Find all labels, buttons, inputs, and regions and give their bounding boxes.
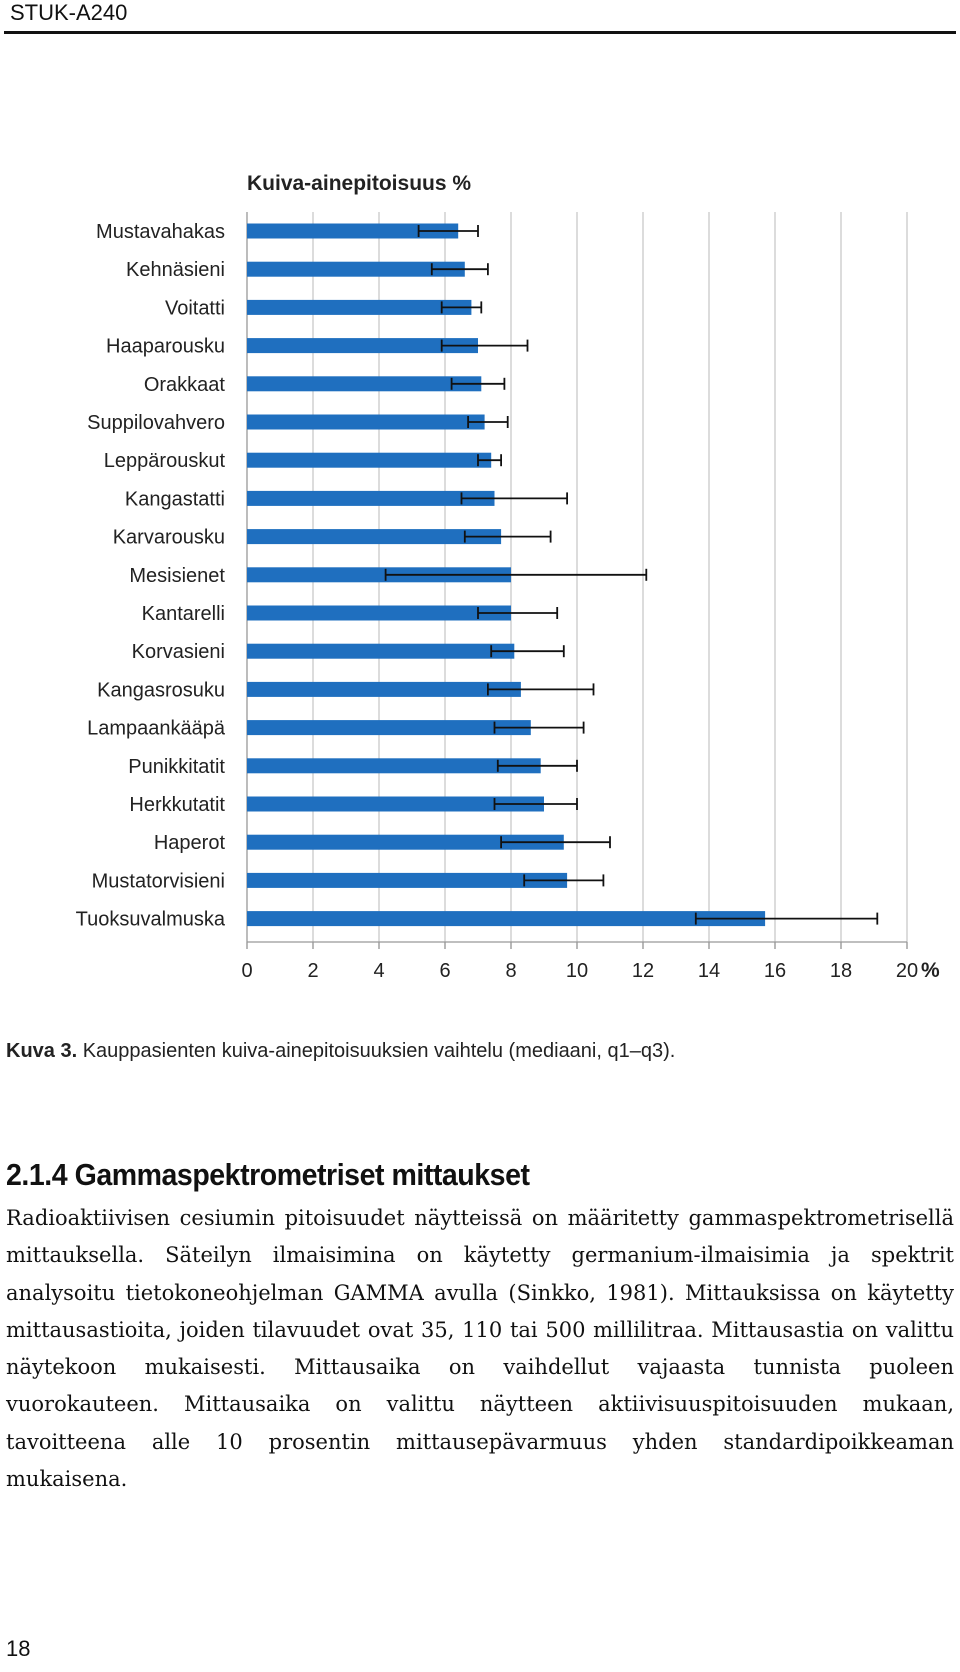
x-tick-label-6: 6 (439, 960, 450, 982)
figure-caption: Kuva 3. Kauppasienten kuiva-ainepitoisuu… (6, 1040, 675, 1063)
bar-mesisienet (247, 567, 511, 583)
category-label-lampaank-p-: Lampaankääpä (87, 718, 226, 740)
bar-kangasrosuku (247, 681, 521, 697)
x-tick-label-12: 12 (632, 960, 654, 982)
x-unit-label: % (921, 959, 940, 982)
dry-matter-bar-chart: Kuiva-ainepitoisuus % Mustavahakas Kehnäsi… (76, 172, 940, 982)
x-tick-label-16: 16 (764, 960, 786, 982)
bar-lepp-rouskut (247, 452, 492, 468)
page-number: 18 (6, 1636, 31, 1661)
category-label-suppilovahvero: Suppilovahvero (87, 412, 225, 434)
category-label-karvarousku: Karvarousku (113, 527, 225, 549)
bar-herkkutatit (247, 796, 544, 812)
caption-label: Kuva 3. (6, 1040, 78, 1062)
category-label-mesisienet: Mesisienet (129, 565, 225, 587)
bar-tuoksuvalmuska (247, 911, 766, 927)
category-label-mustavahakas: Mustavahakas (96, 221, 225, 243)
x-tick-label-2: 2 (307, 960, 318, 982)
bar-korvasieni (247, 643, 515, 659)
series-title: STUK-A240 (10, 0, 128, 25)
category-label-mustatorvisieni: Mustatorvisieni (92, 870, 225, 892)
bar-kehn-sieni (247, 261, 465, 277)
chart-title: Kuiva-ainepitoisuus % (247, 172, 471, 195)
category-label-kangasrosuku: Kangasrosuku (97, 679, 225, 701)
header-rule (4, 31, 956, 34)
x-tick-label-8: 8 (505, 960, 516, 982)
bar-mustavahakas (247, 223, 459, 239)
x-tick-label-0: 0 (241, 960, 252, 982)
x-tick-label-14: 14 (698, 960, 720, 982)
body-paragraph: Radioaktiivisen cesiumin pitoisuudet näy… (6, 1206, 954, 1492)
bar-punikkitatit (247, 758, 541, 774)
bar-kantarelli (247, 605, 511, 621)
category-label-tuoksuvalmuska: Tuoksuvalmuska (76, 909, 226, 931)
bar-haperot (247, 834, 564, 850)
x-tick-label-4: 4 (373, 960, 384, 982)
caption-text: Kauppasienten kuiva-ainepitoisuuksien va… (77, 1040, 676, 1062)
bar-haaparousku (247, 338, 478, 354)
category-label-kantarelli: Kantarelli (142, 603, 225, 625)
bar-lampaank-p- (247, 720, 531, 736)
category-label-kehn-sieni: Kehnäsieni (126, 259, 225, 281)
category-label-herkkutatit: Herkkutatit (129, 794, 225, 816)
category-label-punikkitatit: Punikkitatit (128, 756, 225, 778)
x-tick-label-20: 20 (896, 960, 918, 982)
bar-orakkaat (247, 376, 482, 392)
bar-suppilovahvero (247, 414, 485, 430)
category-label-haperot: Haperot (154, 832, 226, 854)
category-label-lepp-rouskut: Leppärouskut (104, 450, 226, 472)
bar-kangastatti (247, 490, 495, 506)
category-label-voitatti: Voitatti (165, 297, 225, 319)
bar-mustatorvisieni (247, 872, 568, 888)
page-header: STUK-A240 (4, 0, 956, 34)
x-tick-label-10: 10 (566, 960, 588, 982)
bar-voitatti (247, 299, 472, 315)
category-label-haaparousku: Haaparousku (106, 336, 225, 358)
category-label-korvasieni: Korvasieni (132, 641, 225, 663)
section-heading: 2.1.4 Gammaspektrometriset mittaukset (6, 1157, 530, 1192)
bar-karvarousku (247, 529, 502, 545)
category-label-orakkaat: Orakkaat (144, 374, 226, 396)
category-label-kangastatti: Kangastatti (125, 488, 225, 510)
x-tick-label-18: 18 (830, 960, 852, 982)
